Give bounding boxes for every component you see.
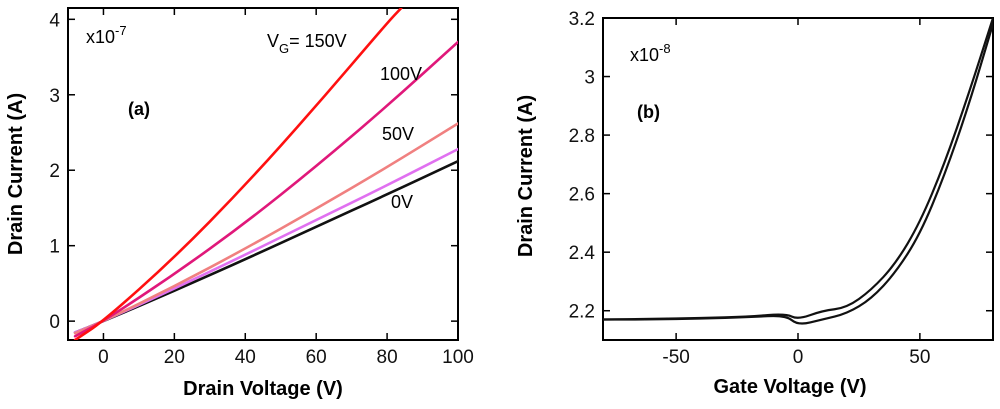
y-multiplier-exp-a: -7 [115,23,127,38]
y-tick-label-a: 2 [49,161,60,182]
x-tick-label-b: 50 [909,347,930,368]
x-tick-label-a: 100 [442,347,474,368]
series-line-b-0 [603,18,993,321]
y-tick-label-b: 2.4 [569,243,596,264]
y-tick-label-a: 4 [49,10,60,31]
y-multiplier-exp-b: -8 [659,41,671,56]
y-tick-label-a: 0 [49,312,60,333]
series-group-a [73,8,458,340]
panel-label-b: (b) [637,102,660,122]
series-line-a-3 [73,40,458,338]
x-tick-label-a: 20 [164,347,185,368]
panel-label-a: (a) [128,99,150,119]
series-group-b [603,18,993,325]
curve-label-150v-sub: G [279,41,289,56]
y-tick-label-a: 1 [49,237,60,258]
y-multiplier-base-a: x10 [86,27,115,47]
x-tick-label-b: 0 [793,347,804,368]
y-multiplier-b: x10-8 [630,41,671,65]
curve-label-0v: 0V [391,192,413,212]
y-tick-label-a: 3 [49,86,60,107]
y-tick-label-b: 2.8 [569,126,595,147]
x-axis-label-a: Drain Voltage (V) [183,378,343,400]
panel-b: -50 0 50 2.2 2.4 2.6 2.8 3 3.2 x10-8 (b) Gate Vo… [515,9,994,398]
y-tick-label-b: 2.2 [569,302,595,323]
x-ticks-a: 0 20 40 60 80 100 0 1 2 3 4 [49,8,474,368]
series-line-a-4 [73,8,403,340]
curve-label-150v-main: V [267,31,279,51]
x-tick-label-a: 0 [98,347,109,368]
y-tick-label-b: 2.6 [569,185,595,206]
y-multiplier-base-b: x10 [630,45,659,65]
y-tick-label-b: 3.2 [569,9,595,30]
curve-label-150v-rest: = 150V [289,31,347,51]
x-axis-label-b: Gate Voltage (V) [714,376,867,398]
series-line-a-1 [73,147,458,334]
y-axis-label-a: Drain Current (A) [5,93,27,255]
curve-label-150v: VG= 150V [267,31,347,56]
y-axis-label-b: Drain Current (A) [515,95,537,257]
x-tick-label-a: 60 [306,347,327,368]
y-multiplier-a: x10-7 [86,23,127,47]
x-ticks-b: -50 0 50 2.2 2.4 2.6 2.8 3 3.2 [569,9,993,368]
plot-frame-a [67,7,459,341]
x-tick-label-b: -50 [662,347,689,368]
curve-label-100v: 100V [380,64,422,84]
series-line-b-1 [603,22,993,325]
x-tick-label-a: 40 [235,347,256,368]
panel-a: 0 20 40 60 80 100 0 1 2 3 4 x10-7 (a) VG= 150V 100… [5,7,474,400]
x-tick-label-a: 80 [377,347,398,368]
y-tick-label-b: 3 [584,68,595,89]
curve-label-50v: 50V [382,124,414,144]
plot-frame-b [602,17,994,341]
